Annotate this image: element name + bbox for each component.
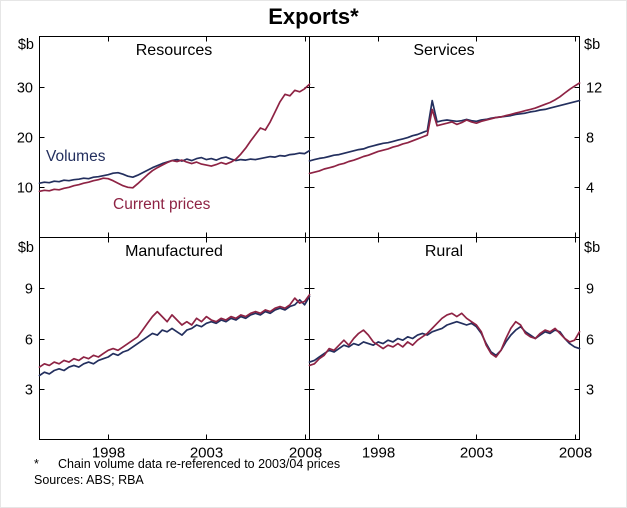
y-tick-label: 3 <box>586 383 594 399</box>
series-current_prices-line <box>38 83 311 193</box>
footnote-text: Chain volume data re-referenced to 2003/… <box>58 457 341 471</box>
unit-label-top-left: $b <box>17 37 34 53</box>
x-tick-label: 2008 <box>559 445 592 462</box>
y-tick-label: 6 <box>586 333 594 349</box>
panel-title-rural: Rural <box>424 243 464 260</box>
x-tick-label: 1998 <box>362 445 395 462</box>
legend-current-prices-label: Current prices <box>113 196 211 213</box>
footnote-marker: * <box>34 457 39 471</box>
series-volumes-line <box>38 295 311 377</box>
series-volumes-line <box>308 99 581 162</box>
x-tick-label: 2003 <box>460 445 493 462</box>
y-tick-label: 30 <box>17 81 33 97</box>
y-tick-label: 8 <box>586 131 594 147</box>
series-current_prices-line <box>38 293 311 368</box>
x-tick-label: 1998 <box>92 445 125 462</box>
y-tick-label: 10 <box>17 181 33 197</box>
panel-title-resources: Resources <box>135 42 213 59</box>
series-current_prices-line <box>308 312 581 367</box>
series-current_prices-line <box>308 82 581 175</box>
x-tick-label: 2003 <box>190 445 223 462</box>
y-tick-label: 9 <box>586 282 594 298</box>
panel-title-services: Services <box>413 42 475 59</box>
unit-label-bottom-left: $b <box>17 240 34 256</box>
y-tick-label: 9 <box>25 282 33 298</box>
panel-title-manufactured: Manufactured <box>125 243 223 260</box>
sources-note: Sources: ABS; RBA <box>34 473 144 487</box>
y-tick-label: 3 <box>25 383 33 399</box>
legend-volumes-label: Volumes <box>46 148 106 165</box>
y-tick-label: 20 <box>17 131 33 147</box>
series-volumes-line <box>38 149 311 185</box>
series-volumes-line <box>308 320 581 363</box>
y-tick-label: 12 <box>586 81 602 97</box>
x-tick-label: 2008 <box>289 445 322 462</box>
unit-label-top-right: $b <box>584 37 601 53</box>
chart-title: Exports* <box>268 4 359 29</box>
unit-label-bottom-right: $b <box>584 240 601 256</box>
y-tick-label: 6 <box>25 333 33 349</box>
y-tick-label: 4 <box>586 181 594 197</box>
